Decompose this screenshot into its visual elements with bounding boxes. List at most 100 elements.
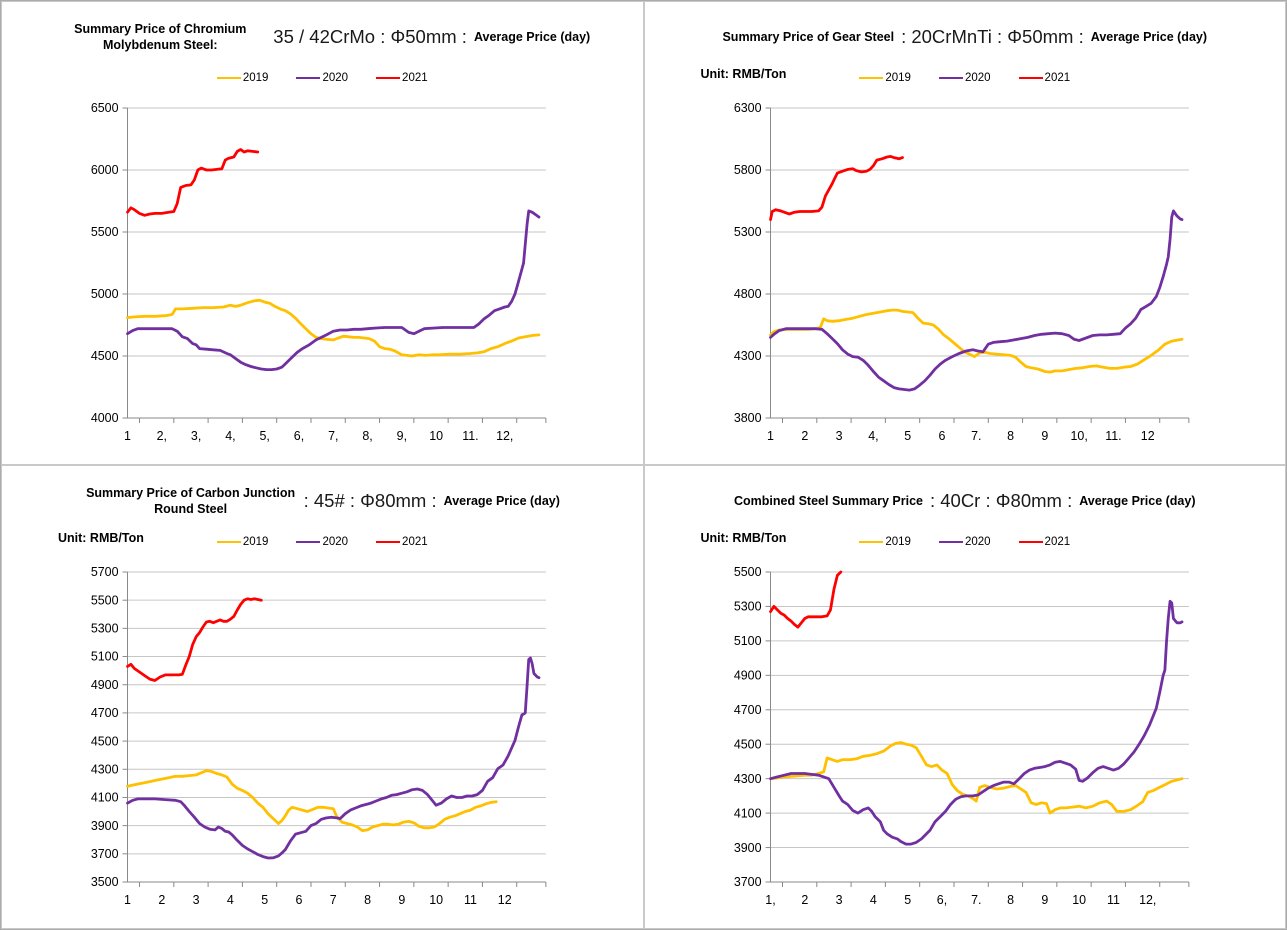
chart-title: Summary Price of Gear Steel : 20CrMnTi :… [645,2,1286,66]
chart-panel-carbon-round-steel: Summary Price of Carbon Junction Round S… [1,465,644,929]
x-axis-label: 7, [328,429,338,443]
x-axis-label: 7. [971,893,981,907]
x-axis-label: 5, [259,429,269,443]
y-axis-label: 5300 [733,225,761,239]
y-axis-label: 5000 [91,287,119,301]
series-line-2019 [768,741,1183,815]
y-axis-label: 4900 [91,678,119,692]
x-axis-label: 7 [330,893,337,907]
legend-swatch-2020 [938,541,963,543]
y-axis-label: 4300 [733,349,761,363]
x-axis-label: 12, [496,429,513,443]
unit-label: Unit: RMB/Ton [58,531,144,545]
x-axis-label: 5 [904,429,911,443]
y-axis-label: 4800 [733,287,761,301]
y-axis-label: 5100 [733,634,761,648]
x-axis-label: 9, [397,429,407,443]
legend-item-2021: 2021 [1018,72,1071,84]
chart-title: Summary Price of Carbon Junction Round S… [2,466,643,530]
x-axis-label: 10 [1072,893,1086,907]
y-axis-label: 4300 [733,772,761,786]
chart-title-spec: : 20CrMnTi : Φ50mm : [901,26,1084,47]
legend-item-2020: 2020 [296,72,348,84]
line-chart: 3700 3900 4100 4300 4500 4700 4900 5100 5300 5500… [733,565,1189,907]
x-axis-label: 8 [364,893,371,907]
legend-label: 2021 [402,72,428,84]
legend-swatch-2019 [216,77,241,79]
series-line-2020 [768,209,1183,392]
x-axis-label: 11. [462,429,478,443]
legend-swatch-2020 [296,541,321,543]
chart-title-prefix: Summary Price of Carbon Junction Round S… [86,485,296,516]
y-axis-label: 4900 [733,669,761,683]
legend-label: 2021 [1044,72,1071,84]
line-chart: 3500 3700 3900 4100 4300 4500 4700 4900 5100 5300… [91,565,547,907]
unit-label: Unit: RMB/Ton [700,67,787,81]
legend-swatch-2020 [938,77,963,79]
x-axis-label: 9 [398,893,405,907]
series-line-2020 [126,656,541,860]
legend-swatch-2020 [296,77,321,79]
y-axis-label: 4700 [91,706,119,720]
x-axis-label: 12 [498,893,512,907]
chart-title: Summary Price of Chromium Molybdenum Ste… [2,2,643,66]
y-axis-label: 3700 [91,847,119,861]
series-line-2021 [768,570,842,629]
x-axis-label: 1 [124,429,131,443]
legend-item-2020: 2020 [296,536,348,548]
y-axis-label: 3900 [91,819,119,833]
y-axis-label: 5500 [91,593,119,607]
x-axis-label: 9 [1041,893,1048,907]
y-axis-label: 3900 [733,841,761,855]
legend-item-2019: 2019 [859,72,911,84]
x-axis-label: 8 [1007,893,1014,907]
chart-title-suffix: Average Price (day) [1079,494,1196,508]
legend-item-2021: 2021 [1018,536,1070,548]
x-axis-label: 8, [362,429,372,443]
x-axis-label: 6, [936,893,946,907]
x-axis-label: 2 [801,893,808,907]
legend-item-2019: 2019 [216,72,269,84]
y-axis-label: 4700 [733,703,761,717]
legend-item-2020: 2020 [938,536,991,548]
x-axis-label: 6 [296,893,303,907]
chart-meta-row: Unit: RMB/Ton 2019 2020 2021 [2,530,643,554]
y-axis-label: 5100 [91,650,119,664]
chart-title: Combined Steel Summary Price : 40Cr : Φ8… [645,466,1286,530]
chart-title-spec: 35 / 42CrMo : Φ50mm : [273,26,467,47]
x-axis-label: 10, [1070,429,1087,443]
chart-title-suffix: Average Price (day) [443,494,560,508]
x-axis-label: 6 [938,429,945,443]
chart-panel-combined-steel: Combined Steel Summary Price : 40Cr : Φ8… [643,465,1286,929]
legend-item-2020: 2020 [938,72,991,84]
unit-label: Unit: RMB/Ton [700,531,787,545]
x-axis-label: 12, [1139,893,1156,907]
series-line-2019 [126,769,498,833]
chart-panel-chromium-molybdenum: Summary Price of Chromium Molybdenum Ste… [1,1,644,465]
chart-title-suffix: Average Price (day) [1090,30,1208,44]
chart-legend: 2019 2020 2021 [645,66,1286,90]
series-line-2019 [126,298,541,358]
legend-label: 2021 [402,536,428,548]
legend-item-2021: 2021 [376,72,428,84]
y-axis-label: 4000 [91,411,119,425]
legend-item-2019: 2019 [216,536,269,548]
legend-label: 2019 [242,536,269,548]
y-axis-label: 4300 [91,762,119,776]
x-axis-label: 4 [869,893,876,907]
series-line-2019 [768,308,1183,374]
series-line-2021 [768,155,904,222]
legend-label: 2019 [242,72,269,84]
chart-legend: 2019 2020 2021 [645,530,1286,554]
series-line-2021 [126,597,263,682]
y-axis-label: 5300 [91,622,119,636]
y-axis-label: 5800 [733,163,761,177]
legend-swatch-2021 [376,541,401,543]
y-axis-label: 5300 [733,600,761,614]
legend-label: 2020 [964,72,991,84]
series-line-2020 [768,599,1183,846]
x-axis-label: 10 [429,429,443,443]
x-axis-label: 10 [429,893,443,907]
chart-panel-gear-steel: Summary Price of Gear Steel : 20CrMnTi :… [643,1,1286,465]
